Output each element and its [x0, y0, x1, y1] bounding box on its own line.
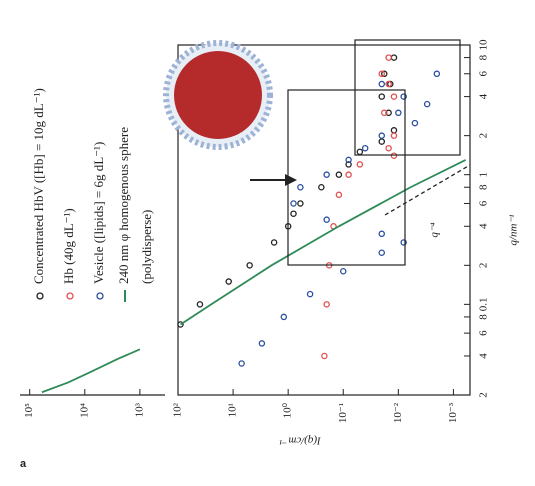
legend-label: Vesicle ([lipids] = 6g dL⁻¹): [91, 142, 106, 284]
x-tick-label: 4: [478, 353, 490, 359]
legend-marker: [66, 292, 74, 300]
x-tick-label: 6: [478, 330, 490, 336]
legend-label: 240 nm φ homogenous sphere: [116, 127, 131, 284]
data-point: [400, 239, 407, 246]
data-point: [381, 109, 388, 117]
annotation: q⁻⁴: [429, 222, 441, 237]
data-point: [335, 171, 343, 178]
y-tick-label: 10⁰: [282, 402, 294, 418]
data-point: [381, 70, 388, 78]
data-point: [378, 132, 386, 139]
data-point: [340, 268, 347, 275]
data-point: [318, 183, 325, 191]
data-point: [390, 152, 398, 159]
y-tick-label: 10⁵: [23, 403, 35, 418]
q4-guide: [384, 164, 471, 216]
x-tick-label: 8: [478, 54, 490, 60]
legend-label: Hb (40g dL⁻¹): [61, 208, 76, 284]
x-tick-label: 6: [478, 200, 490, 206]
data-point: [321, 352, 328, 360]
rotated-chart: 10⁵ 10⁴ 10³ 10² 10¹ 10⁰ 10⁻¹ 10⁻² 10⁻³ 2 4 6 8 0.1 2 4 6…: [20, 39, 520, 470]
x-tick-label: 2: [478, 392, 490, 398]
y-tick-label: 10⁻³: [447, 402, 459, 423]
data-point: [356, 161, 364, 168]
data-point: [385, 80, 392, 88]
x-tick-label: 8: [478, 314, 490, 320]
data-point: [323, 301, 330, 308]
data-point: [225, 278, 232, 285]
y-axis-label: I(q)/cm⁻¹: [279, 434, 321, 446]
legend-marker: [36, 292, 44, 300]
data-point: [345, 156, 352, 164]
data-point: [385, 54, 392, 61]
y-tick-label: 10¹: [227, 403, 239, 417]
series-line: [180, 159, 467, 326]
arrow-head: [285, 174, 297, 186]
data-point: [378, 230, 386, 238]
y-tick-label: 10²: [172, 402, 184, 417]
legend-label: Concentrated HbV ([Hb] = 10g dL⁻¹): [31, 88, 46, 284]
data-point: [378, 93, 386, 100]
data-point: [390, 93, 398, 100]
legend-note: (polydisperse): [139, 210, 154, 284]
data-point: [323, 216, 330, 223]
data-point: [411, 119, 419, 127]
plot-frame: [177, 44, 471, 396]
data-point: [385, 109, 392, 117]
data-point: [345, 171, 352, 178]
data-point: [290, 210, 297, 217]
data-point: [258, 340, 266, 347]
data-point: [297, 200, 304, 207]
x-tick-label: 10: [478, 39, 490, 51]
x-axis-label: q/nm⁻¹: [508, 214, 520, 245]
x-tick-label: 2: [478, 263, 490, 269]
data-point: [306, 290, 314, 298]
data-point: [177, 321, 184, 328]
zoom-box: [287, 89, 406, 266]
data-point: [246, 262, 253, 269]
data-point: [378, 249, 386, 257]
data-point: [280, 313, 288, 321]
x-tick-label: 6: [478, 71, 490, 77]
data-point: [270, 239, 278, 246]
x-tick-label: 0.1: [478, 297, 490, 311]
data-point: [345, 161, 352, 168]
data-point: [238, 360, 245, 367]
data-point: [390, 127, 398, 134]
data-point: [395, 109, 402, 117]
y-tick-label: 10⁻¹: [337, 403, 349, 423]
y-tick-label: 10⁴: [78, 403, 90, 418]
data-point: [400, 93, 407, 100]
x-tick-label: 1: [478, 172, 490, 178]
x-tick-label: 4: [478, 223, 490, 229]
y-tick-label: 10³: [133, 402, 145, 417]
x-tick-label: 8: [478, 184, 490, 190]
data-point: [378, 138, 386, 145]
x-tick-label: 2: [478, 133, 490, 139]
zoom-box: [354, 39, 461, 156]
data-point: [390, 54, 398, 61]
data-point: [196, 301, 204, 308]
series-line: [41, 348, 141, 394]
panel-label: a: [20, 458, 27, 470]
data-point: [361, 144, 369, 152]
inset-vesicle: [163, 40, 273, 150]
data-point: [290, 200, 297, 207]
x-tick-label: 4: [478, 93, 490, 99]
data-point: [378, 70, 386, 78]
data-point: [390, 132, 398, 139]
data-point: [356, 148, 364, 156]
data-point: [423, 100, 431, 108]
data-point: [323, 171, 330, 178]
data-point: [385, 144, 392, 152]
vesicle-core: [174, 51, 262, 139]
legend-marker: [96, 292, 104, 300]
data-point: [297, 183, 304, 191]
data-point: [335, 191, 343, 199]
y-tick-label: 10⁻²: [392, 402, 404, 423]
data-point: [378, 80, 386, 88]
data-point: [433, 70, 441, 78]
